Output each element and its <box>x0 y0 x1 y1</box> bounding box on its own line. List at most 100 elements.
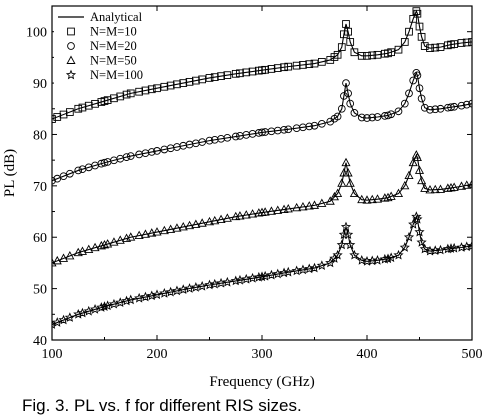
legend-label: N=M=20 <box>90 39 137 53</box>
sample-point <box>52 255 62 265</box>
sample-point <box>184 220 195 230</box>
sample-point <box>97 98 106 106</box>
series-N=M=10 <box>52 7 472 123</box>
sample-point <box>210 215 220 225</box>
data-point <box>400 99 409 108</box>
y-tick-label: 50 <box>33 283 47 298</box>
data-point <box>346 99 355 108</box>
data-point <box>413 71 422 80</box>
data-point <box>309 200 320 209</box>
legend-marker <box>67 42 75 50</box>
data-point <box>400 180 410 190</box>
sample-point <box>110 94 118 103</box>
data-point <box>412 213 423 224</box>
legend-label-analytical: Analytical <box>90 10 143 24</box>
data-point <box>343 168 353 177</box>
data-point <box>52 176 56 185</box>
sample-point <box>217 72 225 80</box>
y-axis-label: PL (dB) <box>2 149 18 197</box>
data-point <box>445 243 457 253</box>
sample-point <box>185 77 194 86</box>
y-tick-label: 80 <box>33 128 47 143</box>
sample-point <box>173 80 181 89</box>
sample-point <box>317 198 327 207</box>
data-point <box>412 152 422 162</box>
data-point <box>356 254 367 265</box>
x-tick-label: 500 <box>462 347 483 362</box>
sample-point <box>248 67 257 76</box>
legend-marker <box>66 55 76 64</box>
sample-point <box>329 191 340 201</box>
data-point <box>424 245 436 256</box>
sample-point <box>267 65 276 73</box>
series-layer <box>52 7 472 329</box>
data-point <box>344 89 352 98</box>
data-point <box>284 125 293 134</box>
data-point <box>345 178 355 187</box>
data-point <box>326 56 335 64</box>
sample-point <box>216 214 226 224</box>
data-point <box>420 183 430 192</box>
sample-point <box>103 96 112 104</box>
data-point <box>309 262 320 273</box>
sample-point <box>280 63 288 72</box>
sample-point <box>173 143 181 151</box>
data-point <box>153 147 161 155</box>
sample-point <box>305 60 314 69</box>
data-point <box>349 188 359 198</box>
data-point <box>466 240 472 251</box>
sample-point <box>368 51 377 60</box>
data-point <box>205 136 214 145</box>
data-point <box>412 7 421 15</box>
sample-point <box>198 75 207 84</box>
sample-point <box>115 235 125 244</box>
data-point <box>399 242 410 252</box>
sample-point <box>444 41 452 50</box>
data-point <box>417 175 427 185</box>
sample-point <box>166 224 176 233</box>
sample-point <box>147 148 156 156</box>
data-point <box>457 39 466 47</box>
sample-point <box>247 209 258 218</box>
sample-point <box>172 223 182 232</box>
legend-label: N=M=50 <box>90 54 137 68</box>
sample-point <box>386 252 397 263</box>
data-point <box>345 239 356 250</box>
data-point <box>258 128 266 137</box>
sample-point <box>198 138 207 146</box>
sample-point <box>65 250 75 260</box>
sample-point <box>273 64 282 72</box>
sample-point <box>116 92 125 101</box>
data-point <box>447 103 455 112</box>
chart-figure: 100 200 300 400 500 40 50 60 70 80 90 100 Analytica… <box>2 5 483 390</box>
sample-point <box>140 229 151 238</box>
sample-point <box>318 58 326 66</box>
sample-point <box>380 193 390 202</box>
data-point <box>417 32 426 41</box>
sample-point <box>84 244 94 254</box>
data-point <box>372 194 383 203</box>
sample-point <box>387 48 396 57</box>
sample-point <box>122 90 131 99</box>
sample-point <box>146 290 157 301</box>
sample-point <box>121 233 132 242</box>
sample-point <box>304 201 314 210</box>
data-point <box>403 231 415 242</box>
data-point <box>373 113 382 121</box>
sample-point <box>462 38 471 47</box>
data-point <box>363 114 371 122</box>
data-point <box>179 79 188 87</box>
data-point <box>336 239 347 250</box>
data-point <box>405 27 413 36</box>
sample-point <box>462 100 471 109</box>
data-point <box>413 9 422 18</box>
sample-point <box>84 101 93 110</box>
data-point <box>74 166 83 175</box>
sample-point <box>222 276 233 287</box>
sample-point <box>260 207 270 216</box>
sample-point <box>96 240 106 250</box>
sample-point <box>89 303 101 314</box>
legend-label: N=M=10 <box>90 25 137 39</box>
data-point <box>126 152 135 160</box>
